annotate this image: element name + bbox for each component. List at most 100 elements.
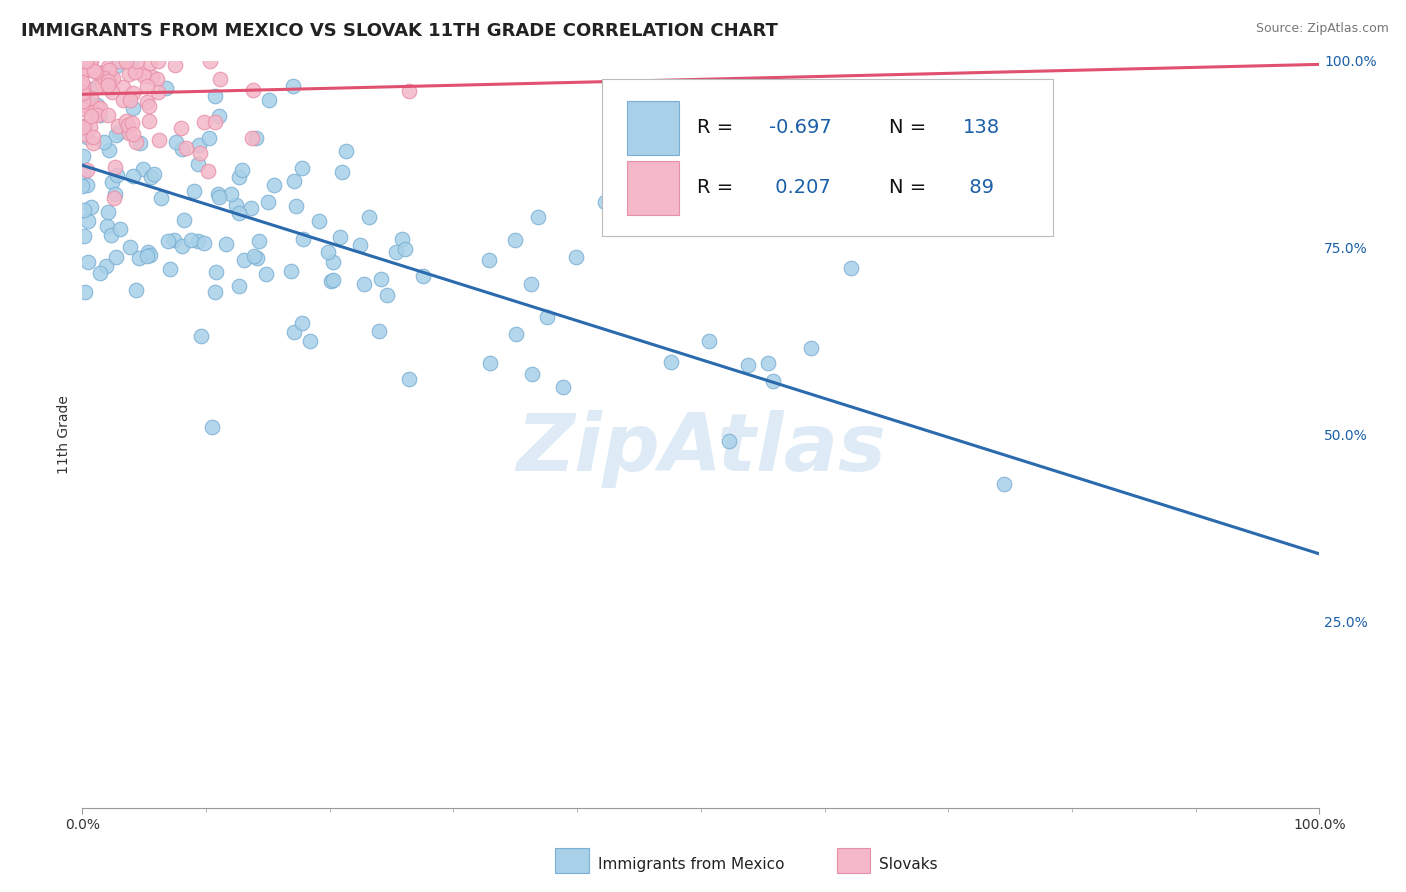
Point [76,214,98,228]
Point [122,169,145,183]
Point [72,94,94,108]
Point [135,249,157,263]
Point [80,54,103,68]
Point [503,233,526,247]
Point [94,259,117,273]
Point [76,129,98,144]
Point [79,54,101,68]
Bar [627,161,679,215]
Point [80,200,103,214]
Point [73,119,96,133]
Point [83,104,105,119]
Point [697,334,720,348]
Point [93,136,115,150]
Point [72,128,94,142]
Point [80,91,103,105]
Point [322,255,344,269]
Point [107,168,129,182]
Point [121,101,143,115]
Point [208,71,231,86]
Point [79,101,101,115]
Point [156,234,179,248]
Point [208,109,231,123]
Point [391,232,413,246]
Point [193,114,215,128]
Point [520,367,543,381]
Point [75,54,97,68]
Point [717,434,740,448]
Point [108,125,131,139]
Text: R =: R = [697,119,740,137]
Point [108,54,131,68]
Point [136,95,159,110]
Point [122,127,145,141]
Text: R =: R = [697,178,740,197]
Point [72,75,94,89]
Point [83,64,105,78]
Point [159,261,181,276]
Point [138,114,160,128]
Point [353,277,375,292]
Point [329,230,352,244]
Point [146,85,169,99]
Point [187,234,209,248]
Point [284,199,307,213]
Point [242,83,264,97]
Point [72,85,94,99]
Point [100,70,122,85]
Point [165,57,187,71]
Point [120,54,142,68]
Point [519,277,541,291]
Y-axis label: 11th Grade: 11th Grade [58,395,72,474]
Point [254,267,277,281]
Point [136,245,159,260]
Text: Slovaks: Slovaks [879,857,938,871]
Point [141,70,163,84]
Point [737,359,759,373]
Point [73,54,96,68]
Point [201,419,224,434]
Point [398,372,420,386]
Point [165,135,187,149]
Point [107,119,129,133]
Point [75,54,97,68]
Point [412,268,434,283]
Point [80,109,103,123]
Point [138,248,160,262]
Point [104,187,127,202]
Point [208,190,231,204]
Point [204,265,226,279]
Point [100,228,122,243]
Point [478,356,501,370]
Point [82,130,104,145]
Point [330,165,353,179]
Point [565,250,588,264]
Point [225,198,247,212]
Point [101,85,124,99]
Point [111,80,134,95]
Point [247,234,270,248]
Point [169,121,191,136]
Point [73,120,96,134]
Point [86,101,108,115]
Point [72,79,94,94]
Point [190,329,212,343]
Point [228,278,250,293]
Point [79,82,101,96]
Point [131,67,153,81]
Point [292,231,315,245]
Point [120,93,142,107]
Point [72,178,94,193]
Point [82,98,104,112]
Point [993,476,1015,491]
Point [616,192,638,206]
Point [89,101,111,115]
Point [654,169,676,184]
Point [187,138,209,153]
Point [398,84,420,98]
Point [228,206,250,220]
Point [283,325,305,339]
Point [84,103,107,118]
Point [128,252,150,266]
Point [89,108,111,122]
